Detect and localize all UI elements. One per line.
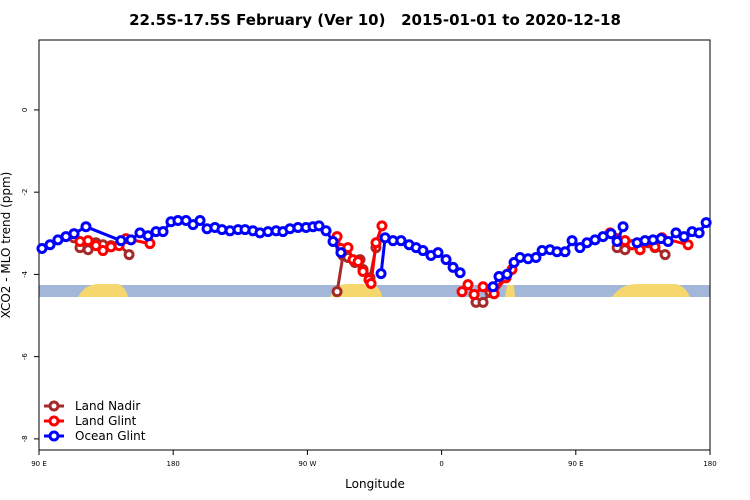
data-point [331, 286, 343, 298]
data-point [617, 221, 629, 233]
data-point [700, 217, 712, 229]
data-point [327, 236, 339, 248]
chart-title: 22.5S-17.5S February (Ver 10) 2015-01-01… [129, 11, 621, 29]
land-mask [39, 284, 710, 297]
data-point [157, 226, 169, 238]
data-point [82, 235, 94, 247]
data-point [376, 220, 388, 232]
x-tick-label: 90 E [568, 460, 584, 468]
legend-marker [48, 415, 60, 427]
data-point [440, 254, 452, 266]
legend-label: Land Glint [75, 414, 137, 428]
x-axis-label: Longitude [345, 477, 405, 491]
data-point [123, 249, 135, 261]
data-point [342, 242, 354, 254]
x-tick-label: 0 [439, 460, 443, 468]
data-point [68, 228, 80, 240]
data-point [462, 279, 474, 291]
data-point [365, 277, 377, 289]
data-point [659, 249, 671, 261]
x-tick-label: 90 E [31, 460, 47, 468]
land-patch [505, 285, 515, 297]
x-tick-label: 90 W [298, 460, 316, 468]
data-point [80, 221, 92, 233]
data-point [194, 215, 206, 227]
data-point [456, 286, 468, 298]
data-point [611, 236, 623, 248]
data-point [313, 220, 325, 232]
data-point [370, 237, 382, 249]
data-point [682, 239, 694, 251]
data-point [357, 266, 369, 278]
data-point [417, 245, 429, 257]
data-point [605, 228, 617, 240]
y-tick-label: -2 [21, 189, 29, 196]
data-point [566, 235, 578, 247]
y-tick-label: -8 [21, 435, 29, 442]
data-point [501, 268, 513, 280]
land-patch [612, 284, 690, 297]
y-tick-label: -6 [21, 353, 29, 361]
data-point [454, 267, 466, 279]
x-tick-label: 180 [167, 460, 180, 468]
data-point [477, 281, 489, 293]
data-point [320, 225, 332, 237]
data-point [487, 281, 499, 293]
data-point [90, 240, 102, 252]
data-point [335, 247, 347, 259]
y-tick-label: 0 [21, 108, 29, 112]
data-point [574, 242, 586, 254]
data-point [142, 230, 154, 242]
legend-marker [48, 430, 60, 442]
land-patch [78, 284, 128, 297]
y-tick-label: -4 [21, 270, 29, 278]
legend-label: Land Nadir [75, 399, 140, 413]
data-point [477, 296, 489, 308]
data-point [395, 235, 407, 247]
data-point [447, 261, 459, 273]
data-point [375, 268, 387, 280]
data-point [352, 256, 364, 268]
data-point [662, 236, 674, 248]
data-point [44, 239, 56, 251]
data-point [530, 252, 542, 264]
x-tick-label: 180 [703, 460, 716, 468]
data-point [115, 235, 127, 247]
data-point [125, 234, 137, 246]
data-point [559, 246, 571, 258]
data-point [693, 227, 705, 239]
data-point [678, 231, 690, 243]
legend-marker [48, 400, 60, 412]
data-point [468, 289, 480, 301]
data-point [432, 247, 444, 259]
legend-label: Ocean Glint [75, 429, 146, 443]
y-axis-label: XCO2 - MLO trend (ppm) [0, 172, 13, 319]
